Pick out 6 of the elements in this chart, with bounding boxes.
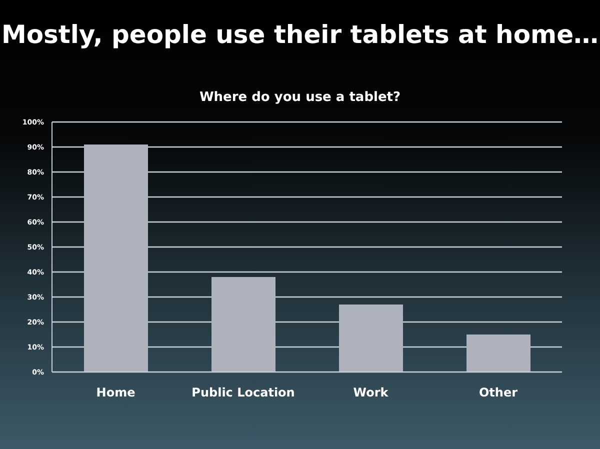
x-tick-label: Work [353, 386, 390, 400]
x-tick-label: Other [478, 386, 518, 400]
x-tick-label: Home [96, 386, 136, 400]
x-tick-label: Public Location [192, 386, 295, 400]
chart-subtitle: Where do you use a tablet? [198, 90, 402, 105]
chart-title: Mostly, people use their tablets at home… [0, 20, 600, 49]
